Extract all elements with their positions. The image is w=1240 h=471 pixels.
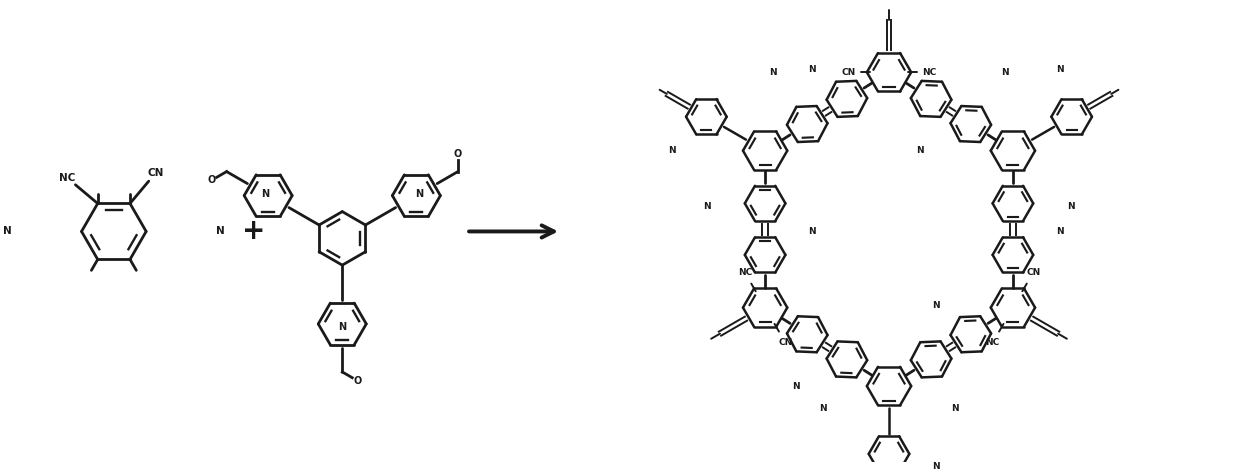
Text: N: N <box>415 189 423 199</box>
Text: NC: NC <box>738 268 751 277</box>
Text: O: O <box>454 149 463 159</box>
Text: NC: NC <box>923 68 936 77</box>
Text: +: + <box>242 218 265 245</box>
Text: CN: CN <box>148 169 164 179</box>
Text: N: N <box>951 404 959 413</box>
Text: N: N <box>1068 203 1075 211</box>
Text: N: N <box>931 301 940 310</box>
Text: O: O <box>207 175 216 185</box>
Text: O: O <box>353 375 361 386</box>
Text: N: N <box>1055 227 1064 236</box>
Text: NC: NC <box>60 173 76 183</box>
Text: N: N <box>1002 68 1009 77</box>
Text: CN: CN <box>1027 268 1040 277</box>
Text: N: N <box>4 227 12 236</box>
Text: N: N <box>769 68 776 77</box>
Text: N: N <box>808 65 816 74</box>
Text: N: N <box>703 203 711 211</box>
Text: N: N <box>339 322 346 332</box>
Text: N: N <box>262 189 269 199</box>
Text: NC: NC <box>986 338 999 347</box>
Text: N: N <box>820 404 827 413</box>
Text: N: N <box>216 227 224 236</box>
Text: N: N <box>916 146 924 155</box>
Text: CN: CN <box>779 338 792 347</box>
Text: N: N <box>792 382 800 390</box>
Text: N: N <box>668 146 676 155</box>
Text: CN: CN <box>841 68 856 77</box>
Text: N: N <box>931 463 940 471</box>
Text: N: N <box>1055 65 1064 74</box>
Text: N: N <box>808 227 816 236</box>
